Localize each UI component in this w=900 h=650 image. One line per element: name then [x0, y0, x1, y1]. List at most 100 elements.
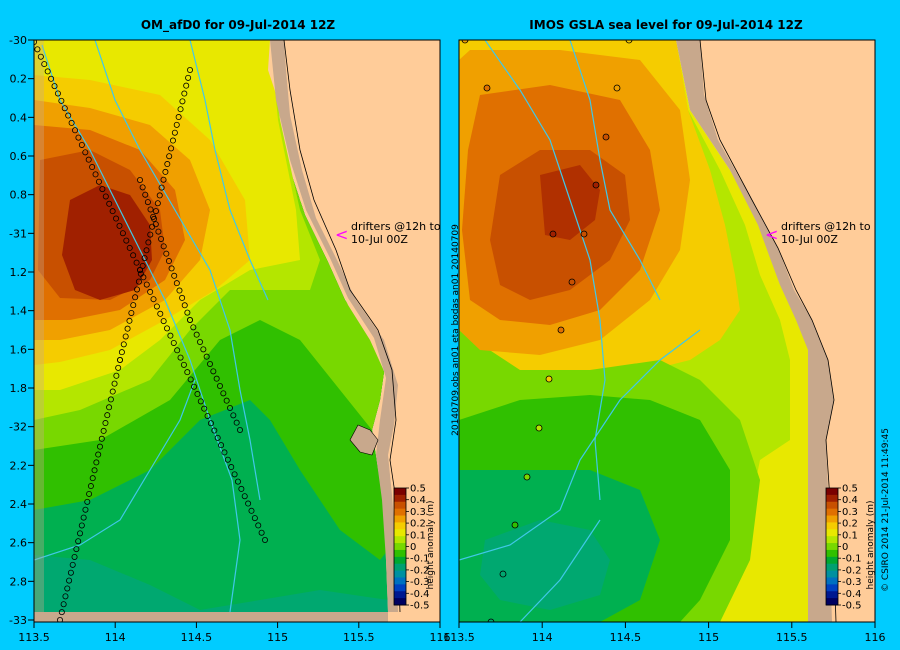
drifter-point — [152, 208, 159, 215]
drifter-point — [109, 208, 116, 215]
drifter-point — [216, 382, 223, 389]
left-colorbar-swatch — [394, 556, 406, 565]
right-colorbar-swatch — [826, 543, 838, 551]
left-colorbar-swatch — [394, 515, 406, 523]
right-map-frame — [458, 39, 876, 623]
drifter-point — [77, 530, 84, 537]
right-x-tick-label: 115 — [698, 631, 719, 644]
drifter-point — [233, 419, 240, 426]
drifter-point — [67, 569, 74, 576]
right-colorbar-swatch — [826, 598, 838, 606]
drifter-point — [213, 375, 220, 382]
drifter-point — [89, 475, 96, 482]
left-colorbar-label: 0.1 — [410, 530, 426, 541]
obs-point — [483, 84, 491, 92]
drifter-point — [128, 309, 135, 316]
right-colorbar-title: height anomaly (m) — [866, 500, 876, 589]
drifter-point — [93, 459, 100, 466]
left-y-tick-label: 1.8 — [10, 382, 28, 395]
drifter-point — [113, 215, 120, 222]
right-colorbar-swatch — [826, 529, 838, 537]
drifter-point — [186, 67, 193, 74]
drifter-point — [156, 192, 163, 199]
right-sea-level-field — [459, 40, 875, 622]
left-panel-title: OM_afD0 for 09-Jul-2014 12Z — [141, 18, 336, 33]
left-colorbar-label: 0 — [410, 542, 416, 553]
right-colorbar-label: 0.1 — [842, 530, 858, 541]
drifter-point — [126, 317, 133, 324]
drifter-point — [177, 354, 184, 361]
drifter-point — [191, 383, 198, 390]
drifter-point — [150, 213, 157, 220]
right-colorbar-swatch — [826, 515, 838, 523]
drifter-point — [60, 601, 67, 608]
drifter-point — [200, 346, 207, 353]
drifter-point — [139, 184, 146, 191]
drifter-point — [124, 325, 131, 332]
drifter-point — [107, 396, 114, 403]
drifter-point — [95, 178, 102, 185]
obs-point — [568, 278, 576, 286]
drifter-point — [109, 388, 116, 395]
drifter-point — [132, 294, 139, 301]
right-colorbar-label: 0.5 — [842, 484, 858, 495]
drifter-point — [144, 199, 151, 206]
left-colorbar-label: -0.1 — [410, 554, 430, 565]
right-colorbar-label: -0.4 — [842, 589, 862, 600]
left-colorbar-swatch — [394, 563, 406, 572]
observation-markers — [461, 40, 633, 622]
drifter-point — [221, 449, 228, 456]
drifter-point — [175, 114, 182, 121]
right-colorbar-swatch — [826, 563, 838, 572]
left-x-axis: 113.5 114 114.5 115 115.5 116 — [18, 622, 451, 644]
right-x-tick-label: 113.5 — [443, 631, 475, 644]
obs-point — [545, 375, 553, 383]
drifter-point — [167, 332, 174, 339]
drifter-point — [154, 200, 161, 207]
drifter-point — [143, 281, 150, 288]
drifter-point — [80, 514, 87, 521]
drifter-point — [143, 247, 150, 254]
right-colorbar-swatch — [826, 549, 838, 558]
drifter-point — [115, 364, 122, 371]
right-colorbar-label: 0.2 — [842, 519, 858, 530]
drifter-point — [37, 53, 44, 60]
left-colorbar-swatch — [394, 536, 406, 544]
drifter-point — [210, 368, 217, 375]
drifter-point — [234, 478, 241, 485]
drifter-point — [166, 153, 173, 160]
obs-point — [535, 424, 543, 432]
left-colorbar-label: 0.4 — [410, 495, 426, 506]
drifter-point — [223, 397, 230, 404]
drifter-point — [190, 324, 197, 331]
left-colorbar-swatch — [394, 598, 406, 606]
left-y-tick-label: 1.4 — [10, 305, 28, 318]
drifter-point — [201, 405, 208, 412]
right-colorbar-label: 0 — [842, 542, 848, 553]
drifter-point — [174, 347, 181, 354]
drifter-point — [111, 380, 118, 387]
left-y-tick-label: -33 — [9, 614, 27, 627]
drifter-point — [145, 239, 152, 246]
drifter-point — [155, 228, 162, 235]
drifter-point — [179, 294, 186, 301]
drifter-point — [158, 235, 165, 242]
drifter-point — [98, 435, 105, 442]
drifter-point — [118, 349, 125, 356]
right-colorbar-swatch — [826, 508, 838, 517]
left-colorbar-label: -0.3 — [410, 577, 430, 588]
left-y-tick-label: 0.4 — [10, 111, 28, 124]
drifter-point — [120, 341, 127, 348]
drifter-point — [72, 127, 79, 134]
drifter-point — [245, 500, 252, 507]
drifter-point — [75, 134, 82, 141]
drifter-point — [139, 262, 146, 269]
drifter-point — [87, 483, 94, 490]
drifter-point — [34, 46, 41, 53]
drifter-point — [134, 286, 141, 293]
drifter-point — [130, 302, 137, 309]
drifter-point — [95, 451, 102, 458]
drifter-point — [163, 250, 170, 257]
drifter-point — [58, 609, 65, 616]
